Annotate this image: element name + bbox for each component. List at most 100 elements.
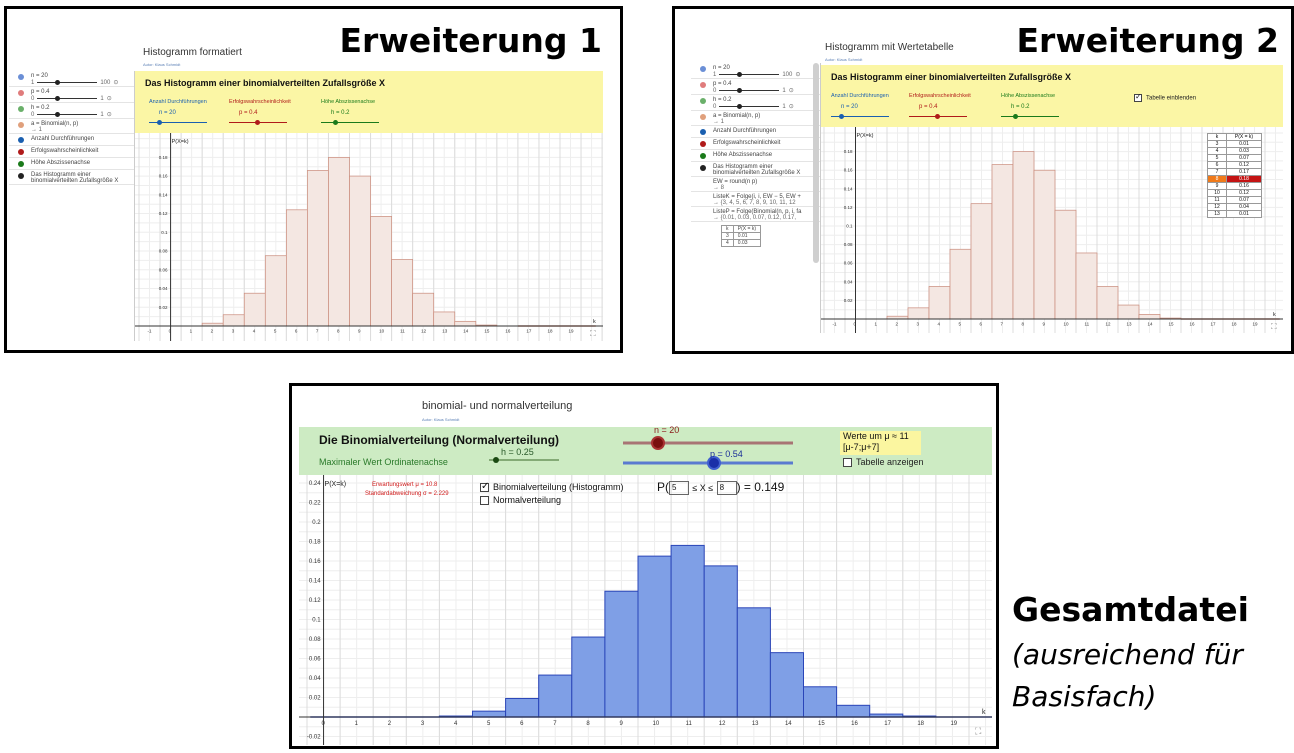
slider-handle[interactable]: [1013, 114, 1018, 119]
algebra-scrollbar[interactable]: [813, 63, 819, 263]
slider-handle[interactable]: [333, 120, 338, 125]
algebra-item[interactable]: Anzahl Durchführungen: [691, 126, 820, 138]
algebra-item[interactable]: Das Histogramm einer binomialverteilten …: [691, 162, 820, 177]
algebra-item[interactable]: a = Binomial(n, p) → 1: [9, 119, 134, 134]
visibility-toggle-icon[interactable]: [700, 141, 706, 147]
mini-slider-handle[interactable]: [737, 72, 743, 77]
slider-handle[interactable]: [935, 114, 940, 119]
algebra-item[interactable]: p = 0.4 0 1 ⊙: [9, 87, 134, 103]
mini-slider-track[interactable]: [37, 96, 98, 101]
histogram-chart[interactable]: 0 1 2 3 4 5 6 7 8 9 10 11 12 13 14 15 16 17 18 19-0.020.020…: [299, 475, 992, 745]
fullscreen-icon[interactable]: ⛶: [975, 726, 982, 736]
visibility-toggle-icon[interactable]: [700, 98, 706, 104]
algebra-item[interactable]: h = 0.2 0 1 ⊙: [9, 103, 134, 119]
algebra-item[interactable]: Erfolgswahrscheinlichkeit: [9, 146, 134, 158]
slider-track[interactable]: [831, 114, 889, 119]
table-checkbox[interactable]: ✓ Tabelle einblenden: [1134, 92, 1196, 102]
binomial-checkbox[interactable]: ✓ Binomialverteilung (Histogramm): [480, 481, 624, 493]
slider-track[interactable]: [149, 120, 207, 125]
visibility-toggle-icon[interactable]: [700, 82, 706, 88]
algebra-item[interactable]: ListeK = Folge(i, i, EW − 5, EW + → {3, 4…: [691, 192, 820, 207]
visibility-toggle-icon[interactable]: [18, 137, 24, 143]
algebra-item[interactable]: h = 0.2 0 1 ⊙: [691, 95, 820, 111]
fullscreen-icon[interactable]: ⛶: [590, 329, 596, 338]
checkbox-icon[interactable]: [480, 496, 489, 506]
werte-box: Werte um μ ≈ 11 [μ-7;μ+7]: [840, 431, 921, 455]
visibility-toggle-icon[interactable]: [18, 161, 24, 167]
x-tick-label: 4: [938, 322, 941, 327]
slider-handle[interactable]: [157, 120, 162, 125]
x-tick-label: 14: [785, 721, 792, 727]
checkbox-icon[interactable]: ✓: [480, 481, 490, 493]
x-tick-label: 0: [854, 322, 857, 327]
algebra-subtext: 0 1 ⊙: [31, 111, 134, 119]
play-icon[interactable]: ⊙: [795, 72, 801, 78]
header-panel: Das Histogramm einer binomialverteilten …: [135, 71, 603, 133]
algebra-item[interactable]: n = 20 1 100 ⊙: [691, 63, 820, 79]
histogram-chart[interactable]: -1 0 1 2 3 4 5 6 7 8 9 10 11 12 13 14 15 16 17 18 190.020.04…: [135, 133, 603, 341]
algebra-text: h = 0.2: [31, 105, 50, 111]
y-tick-label: 0.02: [309, 696, 321, 702]
play-icon[interactable]: ⊙: [106, 112, 112, 118]
algebra-item[interactable]: Höhe Abszissenachse: [691, 150, 820, 162]
visibility-toggle-icon[interactable]: [18, 149, 24, 155]
algebra-item[interactable]: Das Histogramm einer binomialverteilten …: [9, 170, 134, 185]
prob-upper-input[interactable]: 8: [716, 480, 737, 495]
algebra-item[interactable]: Erfolgswahrscheinlichkeit: [691, 138, 820, 150]
histogram-bar: [991, 164, 1014, 320]
mini-slider-handle[interactable]: [737, 104, 743, 109]
slider-handle[interactable]: [839, 114, 844, 119]
algebra-item[interactable]: Anzahl Durchführungen: [9, 134, 134, 146]
algebra-item[interactable]: n = 20 1 100 ⊙: [9, 71, 134, 87]
mini-slider-handle[interactable]: [55, 112, 61, 117]
x-tick-label: 11: [686, 721, 693, 727]
algebra-item[interactable]: a = Binomial(n, p) → 1: [691, 111, 820, 126]
algebra-item[interactable]: EW = round(n p) → 8: [691, 177, 820, 192]
visibility-toggle-icon[interactable]: [700, 153, 706, 159]
algebra-item[interactable]: Höhe Abszissenachse: [9, 158, 134, 170]
fullscreen-icon[interactable]: ⛶: [1271, 322, 1277, 331]
show-table-checkbox[interactable]: Tabelle anzeigen: [843, 457, 924, 468]
play-icon[interactable]: ⊙: [788, 104, 794, 110]
visibility-toggle-icon[interactable]: [700, 114, 706, 120]
algebra-text: a = Binomial(n, p): [713, 113, 761, 119]
slider-track[interactable]: [1001, 114, 1059, 119]
histogram-bar: [604, 590, 639, 718]
visibility-toggle-icon[interactable]: [700, 66, 706, 72]
algebra-view[interactable]: n = 20 1 100 ⊙ p = 0.4 0 1 ⊙ h = 0.2 0 1 ⊙ a = Binom…: [9, 71, 135, 341]
slider-controls[interactable]: [299, 427, 992, 475]
play-icon[interactable]: ⊙: [106, 96, 112, 102]
visibility-toggle-icon[interactable]: [18, 122, 24, 128]
table-row: 3 0.01: [1207, 140, 1262, 148]
visibility-toggle-icon[interactable]: [18, 173, 24, 179]
slider-track[interactable]: [229, 120, 287, 125]
mini-slider-track[interactable]: [719, 88, 780, 93]
x-tick-label: 18: [917, 721, 924, 727]
slider-track[interactable]: [909, 114, 967, 119]
visibility-toggle-icon[interactable]: [700, 129, 706, 135]
mini-slider-track[interactable]: [719, 72, 780, 77]
mini-slider-track[interactable]: [37, 112, 98, 117]
y-tick-label: 0.18: [309, 540, 321, 546]
play-icon[interactable]: ⊙: [788, 88, 794, 94]
mini-slider-handle[interactable]: [55, 96, 61, 101]
normal-checkbox[interactable]: Normalverteilung: [480, 495, 561, 506]
prob-lower-input[interactable]: 5: [669, 480, 689, 495]
visibility-toggle-icon[interactable]: [18, 74, 24, 80]
play-icon[interactable]: ⊙: [113, 80, 119, 86]
mini-slider-handle[interactable]: [737, 88, 743, 93]
checkbox-icon[interactable]: ✓: [1134, 92, 1142, 102]
mini-slider-track[interactable]: [719, 104, 780, 109]
checkbox-icon[interactable]: [843, 458, 852, 468]
visibility-toggle-icon[interactable]: [700, 165, 706, 171]
algebra-item[interactable]: p = 0.4 0 1 ⊙: [691, 79, 820, 95]
visibility-toggle-icon[interactable]: [18, 90, 24, 96]
algebra-view[interactable]: n = 20 1 100 ⊙ p = 0.4 0 1 ⊙ h = 0.2 0 1 ⊙ a = Binom…: [691, 63, 821, 333]
algebra-item[interactable]: ListeP = Folge(Binomial(n, p, i, fa → {0.…: [691, 207, 820, 222]
slider-track[interactable]: [321, 120, 379, 125]
slider-handle[interactable]: [255, 120, 260, 125]
histogram-chart[interactable]: -1 0 1 2 3 4 5 6 7 8 9 10 11 12 13 14 15 16 17 18 190.020.04…: [821, 127, 1283, 333]
mini-slider-track[interactable]: [37, 80, 98, 85]
mini-slider-handle[interactable]: [55, 80, 61, 85]
visibility-toggle-icon[interactable]: [18, 106, 24, 112]
